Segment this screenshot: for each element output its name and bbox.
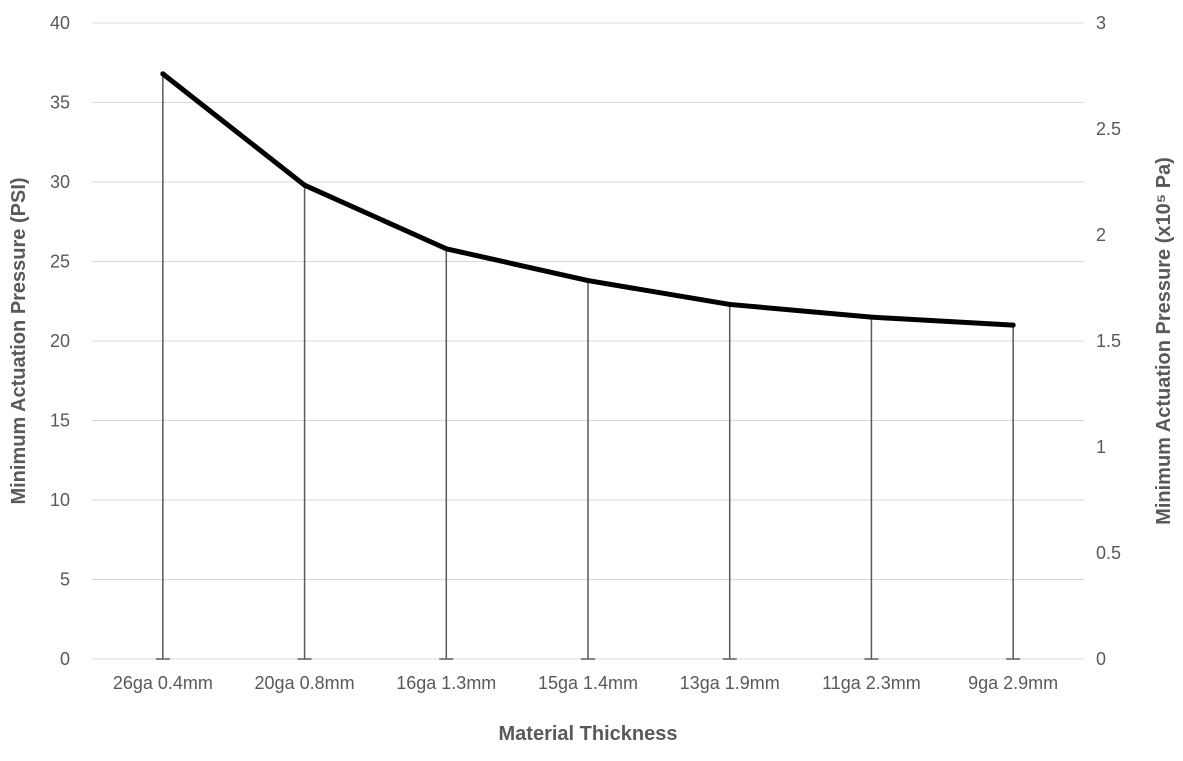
y-tick-label: 40	[50, 13, 70, 33]
data-point	[727, 301, 733, 307]
drop-lines	[155, 73, 1021, 660]
y-tick-label: 0	[60, 649, 70, 669]
x-axis-title: Material Thickness	[499, 723, 678, 745]
x-axis-ticks: 26ga 0.4mm 20ga 0.8mm 16ga 1.3mm 15ga 1.4mm…	[113, 673, 1058, 693]
y2-tick-label: 1.5	[1096, 331, 1121, 351]
y2-tick-label: 2	[1096, 225, 1106, 245]
x-tick-label: 20ga 0.8mm	[255, 673, 355, 693]
y-tick-label: 35	[50, 93, 70, 113]
y2-tick-label: 0	[1096, 649, 1106, 669]
y2-tick-label: 1	[1096, 437, 1106, 457]
y2-tick-label: 2.5	[1096, 119, 1121, 139]
data-point	[868, 314, 874, 320]
x-tick-label: 9ga 2.9mm	[968, 673, 1058, 693]
y2-tick-label: 3	[1096, 13, 1106, 33]
y-axis-title: Minimum Actuation Pressure (PSI)	[8, 177, 30, 504]
y-tick-label: 25	[50, 252, 70, 272]
y2-tick-label: 0.5	[1096, 543, 1121, 563]
x-tick-label: 26ga 0.4mm	[113, 673, 213, 693]
y-tick-label: 5	[60, 570, 70, 590]
x-tick-label: 11ga 2.3mm	[822, 673, 921, 693]
data-point	[160, 71, 166, 77]
data-point	[302, 182, 308, 188]
data-point	[443, 246, 449, 252]
y2-axis-title: Minimum Actuation Pressure (x10⁵ Pa)	[1153, 157, 1175, 525]
y-tick-label: 15	[50, 411, 70, 431]
y-axis-ticks: 0 5 10 15 20 25 30 35 40	[50, 13, 70, 669]
series-layer	[160, 71, 1016, 328]
y2-axis-ticks: 0 0.5 1 1.5 2 2.5 3	[1096, 13, 1121, 669]
x-tick-label: 16ga 1.3mm	[396, 673, 496, 693]
data-point	[1010, 322, 1016, 328]
x-tick-label: 15ga 1.4mm	[538, 673, 638, 693]
x-tick-label: 13ga 1.9mm	[680, 673, 780, 693]
data-point	[585, 278, 591, 284]
y-tick-label: 20	[50, 331, 70, 351]
y-tick-label: 10	[50, 490, 70, 510]
y-tick-label: 30	[50, 172, 70, 192]
